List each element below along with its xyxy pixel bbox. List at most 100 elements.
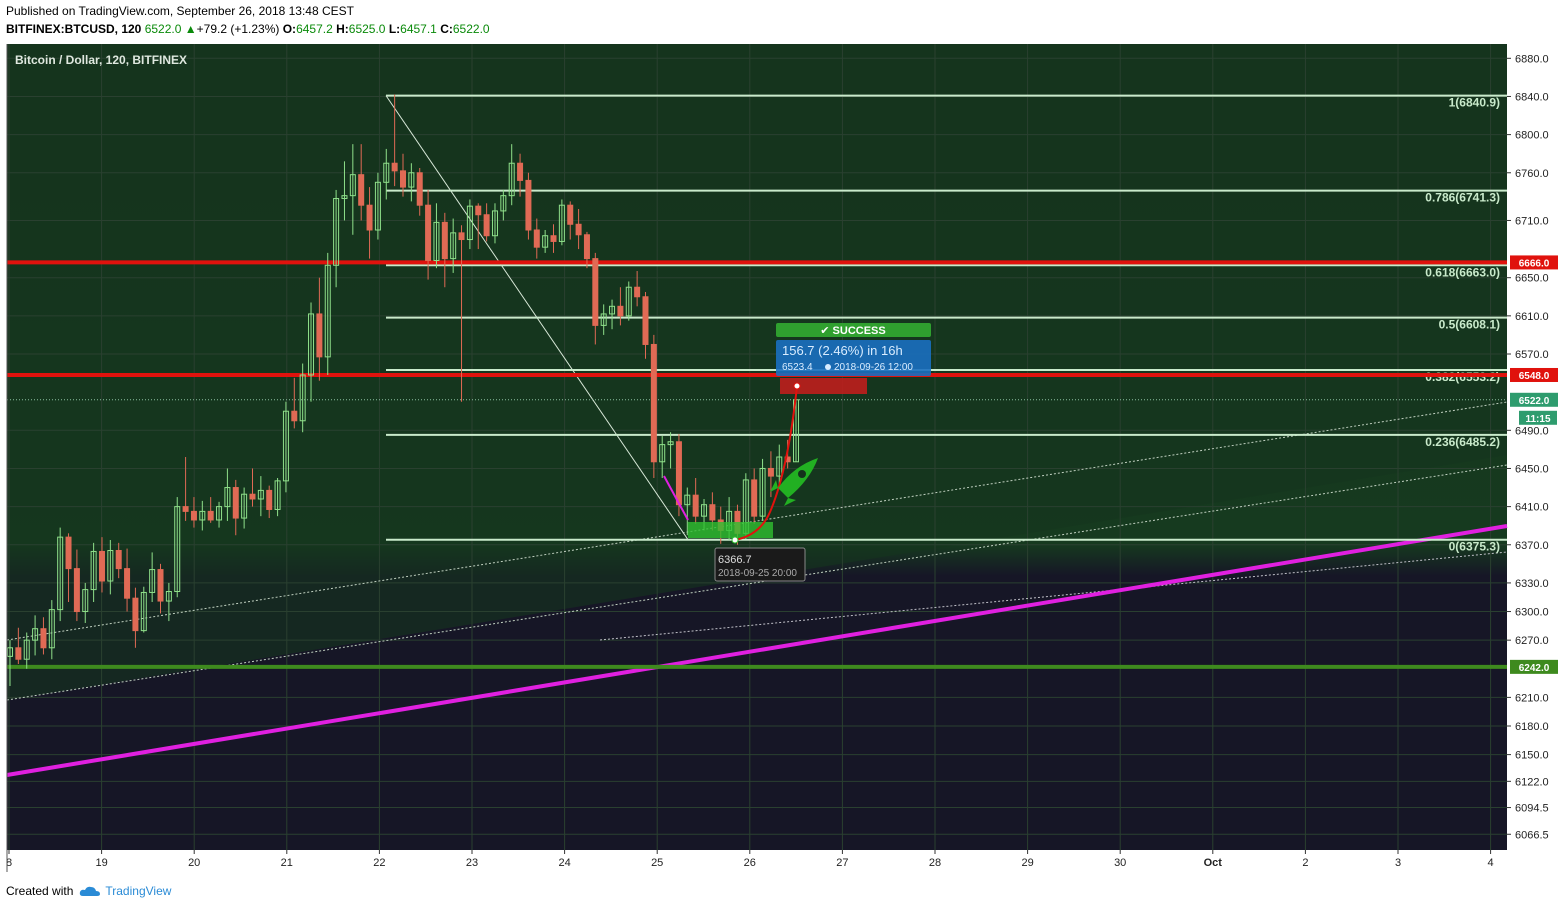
candle-body [759,467,766,517]
candle-body [308,313,315,376]
symbol-ohlc-bar: BITFINEX:BTCUSD, 120 6522.0 ▲+79.2 (+1.2… [6,22,490,36]
candle-body [542,235,549,248]
symbol-label: BITFINEX:BTCUSD, 120 [6,22,142,36]
fib-level-label: 0.5(6608.1) [1439,318,1500,332]
candle-body [216,506,223,521]
candles [7,94,799,686]
candle-body [433,221,440,262]
candle-body [32,628,39,641]
rocket-body [778,458,818,498]
candle-body [600,313,607,326]
candle-body [333,198,340,266]
low-point [731,536,739,544]
candle-body [483,214,490,237]
y-tick-label: 6450.0 [1515,463,1549,475]
candle-body [90,550,97,591]
created-with-text: Created with [6,884,74,898]
x-tick-label: 26 [744,857,756,869]
candle-body [349,174,356,197]
candle-body [65,536,72,570]
footer: Created with TradingView [6,884,171,898]
candle-body [266,489,273,510]
candle-body [642,296,649,345]
low-tooltip-price: 6366.7 [718,554,752,566]
candle-body [249,493,256,500]
candle-body [140,591,147,632]
chart-title: Bitcoin / Dollar, 120, BITFINEX [15,53,187,67]
candle-body [458,232,465,241]
projection-curve [734,385,798,541]
level-price-tag [1510,255,1558,270]
candle-body [684,494,691,506]
x-tick-label: 23 [466,857,478,869]
candle-body [567,204,574,225]
candle-body [525,179,532,231]
x-tick-label: 2 [1302,857,1308,869]
candle-body [182,506,189,512]
candle-body [374,181,381,231]
candle-body [441,221,448,260]
candle-body [232,487,239,519]
candle-body [241,493,248,519]
y-tick-label: 6370.0 [1515,540,1549,552]
success-badge [776,323,931,337]
x-tick-label: 25 [651,857,663,869]
price-axis[interactable] [1507,44,1560,850]
success-label: ✔ SUCCESS [820,325,885,337]
candle-body [57,536,64,611]
candle-body [341,195,348,200]
magenta-leg-line [663,475,689,521]
candle-body [391,162,398,172]
countdown-tag [1519,410,1557,425]
x-tick-label: 28 [929,857,941,869]
y-tick-label: 6800.0 [1515,130,1549,142]
annotations[interactable]: ✔ SUCCESS 156.7 (2.46%) in 16h 6523.4 2018-… [663,323,931,582]
candle-body [23,639,30,660]
y-tick-label: 6840.0 [1515,91,1549,103]
last-price-tag [1510,392,1558,407]
candle-body [558,204,565,242]
candle-body [500,195,507,212]
candle-body [190,510,197,521]
tradingview-link[interactable]: TradingView [79,884,171,898]
x-tick-label: 3 [1395,857,1401,869]
level-price-label: 6242.0 [1519,663,1550,674]
measure-text: 156.7 (2.46%) in 16h [782,343,903,358]
candle-body [517,162,524,181]
measure-box [776,340,931,376]
clock-icon [825,364,831,370]
high-value: 6525.0 [348,22,386,36]
fib-level-label: 0.382(6553.2) [1425,370,1500,384]
x-tick-label: 8 [6,857,12,869]
x-tick-label: Oct [1204,857,1223,869]
change-value: +79.2 (+1.23%) [196,22,280,36]
rocket-fin [784,498,796,506]
candle-body [383,162,390,183]
time-axis[interactable] [7,850,1507,872]
low-tooltip [714,547,806,582]
x-tick-label: 20 [188,857,200,869]
close-value: 6522.0 [452,22,490,36]
horizontal-levels[interactable]: 6666.0 6548.0 6242.0 6522.0 11:15 [7,255,1558,674]
fib-level-label: 1(6840.9) [1449,96,1500,110]
y-tick-label: 6610.0 [1515,311,1549,323]
candle-body [575,223,582,236]
candle-body [508,162,515,197]
y-tick-label: 6150.0 [1515,750,1549,762]
candle-body [675,441,682,506]
candle-body [366,204,373,231]
candle-body [157,569,164,602]
x-tick-label: 19 [95,857,107,869]
magenta-support-line [6,524,1508,777]
candle-body [751,479,758,517]
low-zone-box [688,522,773,538]
candle-body [491,210,498,237]
candle-body [650,343,657,463]
fib-retracement[interactable]: 1(6840.9) 0.786(6741.3) 0.618(6663.0) 0.5(6… [386,94,1507,554]
candle-body [634,286,641,298]
candle-body [149,569,156,593]
y-tick-label: 6410.0 [1515,502,1549,514]
candle-body [316,313,323,358]
y-tick-label: 6270.0 [1515,635,1549,647]
